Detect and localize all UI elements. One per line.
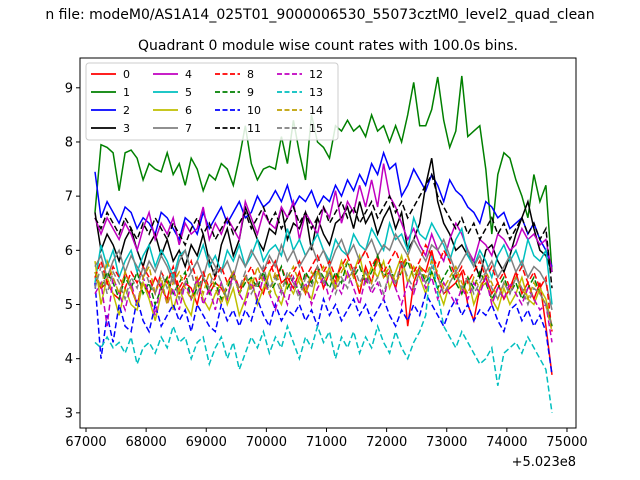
y-tick-label: 7 [65, 190, 73, 205]
legend-label-1: 1 [123, 86, 130, 99]
legend-box [85, 62, 339, 141]
series-line-3 [94, 158, 553, 281]
y-tick-label: 5 [65, 298, 73, 313]
series-line-12 [94, 269, 553, 343]
legend-label-11: 11 [247, 122, 261, 135]
x-tick-label: 70000 [246, 435, 287, 450]
x-axis: 67000 68000 69000 70000 71000 72000 73000 74000… [65, 428, 588, 450]
x-tick-label: 75000 [546, 435, 587, 450]
series-layer [94, 75, 553, 413]
legend-label-10: 10 [247, 104, 261, 117]
x-tick-label: 74000 [486, 435, 527, 450]
y-tick-label: 9 [65, 81, 73, 96]
legend-label-7: 7 [185, 122, 192, 135]
series-line-9 [94, 253, 553, 327]
series-line-7 [94, 232, 553, 311]
legend-label-3: 3 [123, 122, 130, 135]
series-line-1 [94, 75, 553, 273]
x-tick-label: 69000 [186, 435, 227, 450]
legend-label-0: 0 [123, 68, 130, 81]
legend-label-6: 6 [185, 104, 192, 117]
legend-label-13: 13 [309, 86, 323, 99]
legend-label-2: 2 [123, 104, 130, 117]
legend-label-5: 5 [185, 86, 192, 99]
x-tick-label: 73000 [426, 435, 467, 450]
series-line-10 [94, 282, 553, 376]
chart-title: Quadrant 0 module wise count rates with … [138, 38, 518, 54]
plot-frame [79, 57, 577, 429]
series-line-14 [94, 253, 553, 332]
y-tick-label: 8 [65, 135, 73, 150]
series-line-11 [94, 172, 553, 289]
legend-label-4: 4 [185, 68, 192, 81]
x-tick-label: 71000 [306, 435, 347, 450]
legend-label-9: 9 [247, 86, 254, 99]
x-tick-label: 68000 [125, 435, 166, 450]
legend-label-8: 8 [247, 68, 254, 81]
legend-label-14: 14 [309, 104, 323, 117]
y-tick-label: 4 [65, 352, 73, 367]
series-line-13 [94, 255, 553, 413]
series-line-15 [94, 258, 553, 327]
legend-label-12: 12 [309, 68, 323, 81]
series-line-8 [94, 243, 553, 332]
y-axis: 3 4 5 6 7 8 9 [65, 81, 80, 421]
chart-suptitle: n file: modeM0/AS1A14_025T01_9000006530_… [45, 7, 594, 23]
y-tick-label: 6 [65, 244, 73, 259]
legend-label-15: 15 [309, 122, 323, 135]
x-tick-label: 72000 [366, 435, 407, 450]
y-tick-label: 3 [65, 406, 73, 421]
x-offset-label: +5.023e8 [512, 455, 576, 470]
x-tick-label: 67000 [65, 435, 106, 450]
